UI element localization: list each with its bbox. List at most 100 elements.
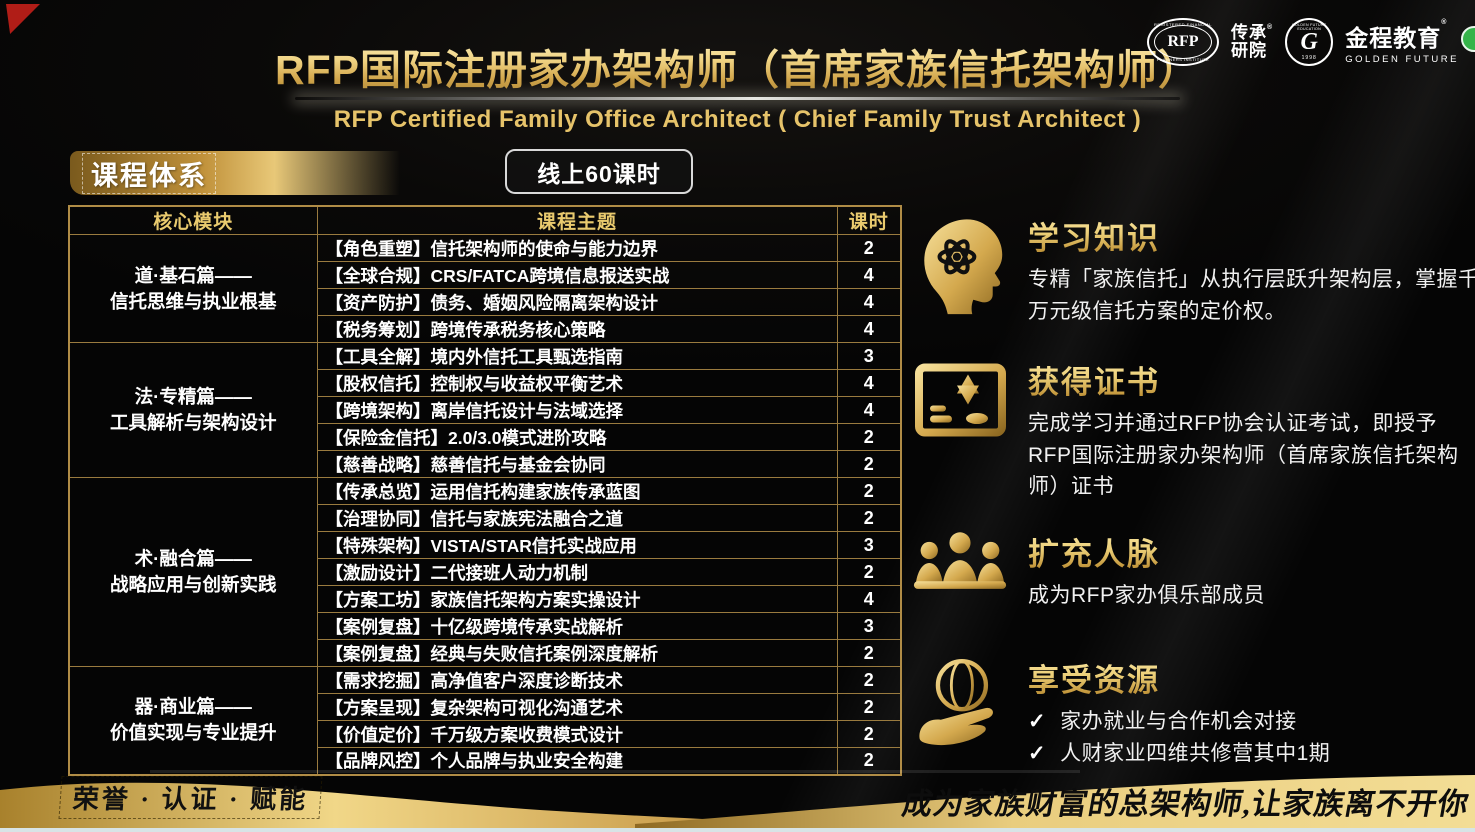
table-row: 道·基石篇—— 信托思维与执业根基 【角色重塑】信托架构师的使命与能力边界 2 — [68, 234, 902, 343]
course-topic: 【股权信托】控制权与收益权平衡艺术 — [316, 369, 838, 397]
course-topic: 【保险金信托】2.0/3.0模式进阶攻略 — [316, 423, 838, 451]
table-row: 【案例复盘】十亿级跨境传承实战解析 3 — [69, 612, 902, 640]
rfp-logo-text: RFP — [1167, 33, 1199, 50]
resource-item: ✓ 人财家业四维共修营其中1期 — [1028, 738, 1330, 770]
module-name: 道·基石篇—— 信托思维与执业根基 — [68, 234, 318, 343]
course-hours: 4 — [836, 288, 902, 316]
footer-right-wave — [635, 775, 1475, 828]
resource-item-text: 人财家业四维共修营其中1期 — [1060, 741, 1331, 765]
rfp-institute-logo: REGISTERED FINANCIAL RFP PLANNERS INSTIT… — [1147, 18, 1220, 66]
check-icon: ✓ — [1028, 710, 1047, 733]
course-topic: 【方案呈现】复杂架构可视化沟通艺术 — [316, 693, 838, 721]
golden-cn: 金程教育 — [1345, 25, 1442, 51]
footer-left-wave — [0, 782, 958, 828]
heritage-academy-logo: 传承® 研院 — [1231, 24, 1273, 60]
course-table: 核心模块 课程主题 课时 道·基石篇—— 信托思维与执业根基 【角色重塑】信托架构… — [68, 205, 902, 776]
course-hours: 4 — [836, 261, 902, 289]
golden-reg: ® — [1441, 19, 1448, 26]
course-hours: 2 — [836, 450, 902, 478]
course-topic: 【全球合规】CRS/FATCA跨境信息报送实战 — [316, 261, 838, 289]
green-widget-icon[interactable] — [1461, 26, 1475, 52]
course-topic: 【税务筹划】跨境传承税务核心策略 — [316, 315, 838, 343]
table-row: 【治理协同】信托与家族宪法融合之道 2 — [69, 504, 902, 532]
seal-letter: G — [1300, 28, 1318, 55]
rfp-arc-top: REGISTERED FINANCIAL — [1154, 22, 1213, 27]
course-topic: 【资产防护】债务、婚姻风险隔离架构设计 — [316, 288, 838, 316]
brain-head-icon — [912, 213, 1008, 327]
course-hours: 3 — [836, 531, 902, 559]
course-topic: 【激励设计】二代接班人动力机制 — [316, 558, 838, 586]
table-row: 【资产防护】债务、婚姻风险隔离架构设计 4 — [69, 288, 902, 316]
corner-ribbon — [6, 4, 40, 34]
light-streak-divider — [295, 97, 1180, 100]
course-hours: 2 — [836, 747, 902, 775]
page-title: RFP国际注册家办架构师（首席家族信托架构师） — [0, 36, 1475, 96]
resource-item: ✓ 家办就业与合作机会对接 — [1028, 706, 1330, 738]
module-name: 器·商业篇—— 价值实现与专业提升 — [68, 666, 318, 775]
course-topic: 【方案工坊】家族信托架构方案实操设计 — [316, 585, 838, 613]
course-topic: 【需求挖掘】高净值客户深度诊断技术 — [316, 666, 838, 694]
col-header-module: 核心模块 — [68, 205, 318, 235]
section-badge-label: 课程体系 — [82, 152, 216, 194]
footer-left-slogan: 荣誉 · 认证 · 赋能 — [58, 776, 323, 819]
page-subtitle: RFP Certified Family Office Architect ( … — [333, 106, 1142, 133]
table-row: 【跨境架构】离岸信托设计与法域选择 4 — [69, 396, 902, 424]
table-row: 【股权信托】控制权与收益权平衡艺术 4 — [69, 369, 902, 397]
benefits-column: 学习知识 专精「家族信托」从执行层跃升架构层，掌握千万元级信托方案的定价权。 — [912, 213, 1475, 770]
table-row: 【价值定价】千万级方案收费模式设计 2 — [69, 720, 902, 748]
course-hours: 2 — [836, 234, 902, 262]
benefit-title: 学习知识 — [1028, 213, 1475, 258]
footer-right-slogan: 成为家族财富的总架构师,让家族离不开你 — [898, 788, 1472, 821]
table-header-row: 核心模块 课程主题 课时 — [68, 205, 902, 235]
benefit-title: 享受资源 — [1028, 655, 1330, 700]
benefit-text: 完成学习并通过RFP协会认证考试，即授予RFP国际注册家办架构师（首席家族信托架… — [1028, 412, 1459, 498]
rfp-arc-bottom: PLANNERS INSTITUTE — [1156, 57, 1210, 62]
course-hours: 2 — [836, 639, 902, 667]
heritage-reg: ® — [1267, 24, 1274, 32]
golden-future-logo: 金程教育® GOLDEN FUTURE — [1345, 19, 1459, 65]
course-hours: 4 — [836, 315, 902, 343]
course-hours: 2 — [836, 558, 902, 586]
certificate-icon — [912, 357, 1008, 503]
course-hours: 3 — [836, 342, 902, 370]
benefit-learn: 学习知识 专精「家族信托」从执行层跃升架构层，掌握千万元级信托方案的定价权。 — [912, 213, 1475, 327]
online-hours-button[interactable]: 线上60课时 — [505, 149, 693, 194]
check-icon: ✓ — [1028, 741, 1047, 765]
table-row: 【品牌风控】个人品牌与执业安全构建 2 — [69, 747, 902, 775]
course-topic: 【案例复盘】经典与失败信托案例深度解析 — [316, 639, 838, 667]
heritage-line2: 研院 — [1231, 41, 1268, 60]
people-group-icon — [912, 529, 1008, 612]
course-topic: 【角色重塑】信托架构师的使命与能力边界 — [316, 234, 838, 262]
table-row: 器·商业篇—— 价值实现与专业提升 【需求挖掘】高净值客户深度诊断技术 2 — [68, 666, 902, 775]
course-hours: 2 — [836, 693, 902, 721]
section-badge-course-system: 课程体系 — [70, 151, 400, 195]
golden-en: GOLDEN FUTURE — [1345, 54, 1459, 65]
course-topic: 【慈善战略】慈善信托与基金会协同 — [316, 450, 838, 478]
heritage-line1: 传承 — [1231, 23, 1268, 43]
course-hours: 2 — [836, 666, 902, 694]
course-topic: 【品牌风控】个人品牌与执业安全构建 — [316, 747, 838, 775]
table-row: 【税务筹划】跨境传承税务核心策略 4 — [69, 315, 902, 343]
resource-item-text: 家办就业与合作机会对接 — [1060, 710, 1297, 733]
course-topic: 【工具全解】境内外信托工具甄选指南 — [316, 342, 838, 370]
course-hours: 4 — [836, 369, 902, 397]
course-topic: 【特殊架构】VISTA/STAR信托实战应用 — [316, 531, 838, 559]
course-hours: 3 — [836, 612, 902, 640]
course-hours: 2 — [836, 720, 902, 748]
course-topic: 【案例复盘】十亿级跨境传承实战解析 — [316, 612, 838, 640]
seal-year: 1998 — [1301, 55, 1317, 61]
benefit-text: 成为RFP家办俱乐部成员 — [1028, 583, 1265, 607]
benefit-title: 获得证书 — [1028, 357, 1475, 402]
table-row: 【激励设计】二代接班人动力机制 2 — [69, 558, 902, 586]
table-row: 法·专精篇—— 工具解析与架构设计 【工具全解】境内外信托工具甄选指南 3 — [68, 342, 902, 478]
seal-circle-text: GOLDEN FUTURE EDUCATION — [1291, 23, 1327, 31]
col-header-topic: 课程主题 — [316, 205, 838, 235]
course-hours: 4 — [836, 396, 902, 424]
globe-hand-icon — [912, 655, 1008, 769]
course-hours: 2 — [836, 477, 902, 505]
footer-divider — [150, 770, 1080, 773]
benefit-certificate: 获得证书 完成学习并通过RFP协会认证考试，即授予RFP国际注册家办架构师（首席… — [912, 357, 1464, 503]
course-topic: 【传承总览】运用信托构建家族传承蓝图 — [316, 477, 838, 505]
golden-future-seal-icon: GOLDEN FUTURE EDUCATION G 1998 — [1285, 18, 1334, 66]
logo-row: REGISTERED FINANCIAL RFP PLANNERS INSTIT… — [1147, 18, 1459, 66]
